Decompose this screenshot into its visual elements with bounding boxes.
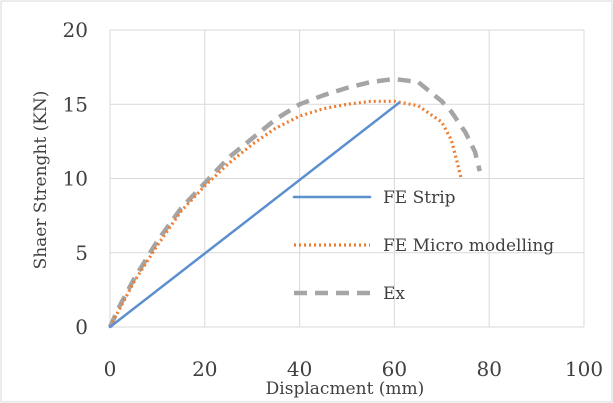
y-tick-label: 10 — [63, 167, 88, 191]
y-tick-label: 0 — [75, 315, 88, 339]
grid — [109, 29, 585, 328]
x-axis-title: Displacment (mm) — [266, 379, 425, 399]
y-tick-label: 5 — [75, 241, 88, 265]
x-tick-label: 40 — [287, 357, 312, 381]
x-tick-label: 60 — [382, 357, 407, 381]
legend: FE Strip FE Micro modelling Ex — [292, 188, 554, 304]
x-tick-label: 100 — [565, 357, 603, 381]
series-line-3 — [107, 76, 482, 328]
y-tick-label: 15 — [63, 92, 88, 116]
legend-label-1: FE Strip — [383, 188, 456, 208]
series-lines — [107, 76, 482, 329]
series-line-2 — [108, 99, 463, 328]
tick-labels: 0 20 40 60 80 100 0 5 10 15 20 — [63, 18, 604, 381]
y-axis-title: Shaer Strenght (KN) — [31, 91, 51, 270]
legend-label-3: Ex — [383, 284, 405, 304]
series-line-1 — [108, 101, 401, 329]
y-tick-label: 20 — [63, 18, 88, 42]
legend-label-2: FE Micro modelling — [383, 236, 554, 256]
x-tick-label: 20 — [192, 357, 217, 381]
x-tick-label: 80 — [476, 357, 501, 381]
x-tick-label: 0 — [104, 357, 117, 381]
